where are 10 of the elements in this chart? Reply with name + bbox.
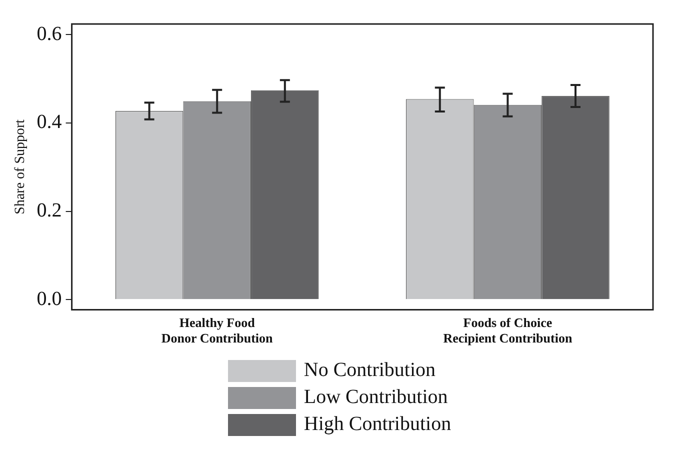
legend-label: Low Contribution xyxy=(304,386,448,409)
y-tick-label: 0.0 xyxy=(36,288,62,310)
x-tick-label: Healthy Food Donor Contribution xyxy=(161,314,274,346)
y-tick-label: 0.2 xyxy=(36,200,62,222)
y-axis-title: Share of Support xyxy=(13,119,28,214)
legend-label: High Contribution xyxy=(304,413,452,436)
x-tick-label: Foods of Choice Recipient Contribution xyxy=(443,314,573,346)
y-tick-label: 0.4 xyxy=(36,111,62,134)
legend-label: No Contribution xyxy=(304,359,436,382)
y-tick-label: 0.6 xyxy=(36,22,62,45)
